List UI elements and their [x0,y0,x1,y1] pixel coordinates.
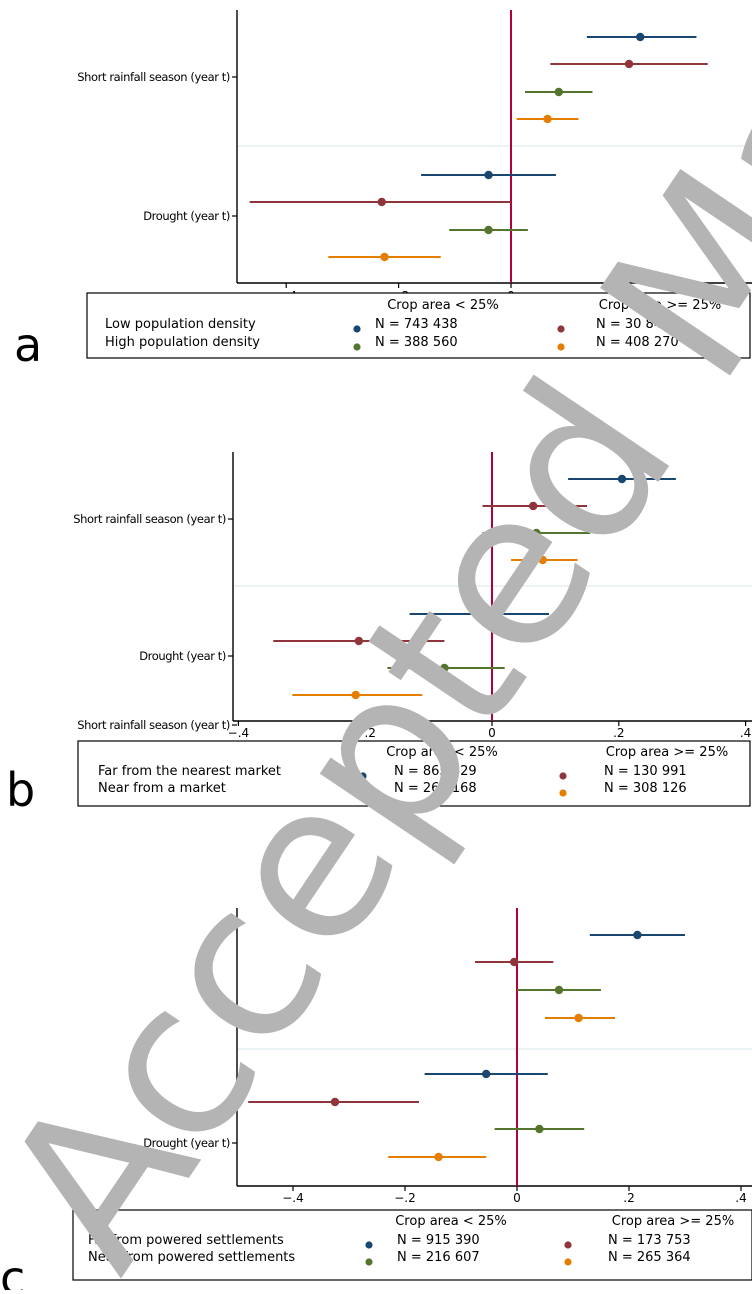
y-category-label: Drought (year t) [143,1136,230,1150]
legend-marker [353,325,361,333]
x-tick-label: −.4 [282,1191,304,1205]
legend-sample-size: N = 130 991 [604,764,687,779]
legend-marker [557,343,565,351]
panel-a: Short rainfall season (year t) Drought (y… [14,10,752,372]
point-estimate [510,957,519,967]
x-tick-label: −.4 [228,726,250,740]
panel-c: Short rainfall season (year t) Drought (y… [0,718,752,1294]
point-estimate [529,501,538,511]
point-estimate [554,87,563,97]
y-category-label: Short rainfall season (year t) [73,512,226,526]
legend: Crop area < 25% Crop area >= 25% Low popul… [86,292,751,359]
legend-marker [557,325,565,333]
legend-sample-size: N = 865 829 [394,764,477,779]
point-estimate [617,474,627,484]
point-estimate [532,528,541,538]
legend-sample-size: N = 216 607 [397,1250,480,1265]
legend-marker [559,789,567,797]
point-estimate [636,32,645,42]
legend-sample-size: N = 915 390 [397,1233,480,1248]
point-estimate [543,114,552,124]
legend-marker [359,789,367,797]
legend-marker [365,1241,373,1249]
legend-column-header: Crop area >= 25% [599,298,721,313]
legend-row-label: Near from powered settlements [88,1250,295,1265]
x-tick-label: .2 [613,726,624,740]
legend-column-header: Crop area < 25% [387,298,499,313]
legend-row-label: Low population density [105,317,256,332]
legend-column-header: Crop area < 25% [395,1214,507,1229]
x-tick-label: .4 [740,726,751,740]
legend-column-header: Crop area < 25% [386,745,498,760]
legend-box [77,740,751,807]
legend-sample-size: N = 266 168 [394,781,477,796]
point-estimate [574,1013,583,1023]
legend-sample-size: N = 408 270 [596,335,679,350]
point-estimate [554,985,564,995]
x-tick-label: 0 [488,726,496,740]
point-estimate [535,1124,544,1134]
point-estimate [377,197,386,207]
panel-label: c [0,1251,25,1290]
y-category-label: Drought (year t) [143,209,230,223]
legend-column-header: Crop area >= 25% [612,1214,734,1229]
legend-sample-size: N = 173 753 [608,1233,691,1248]
point-estimate [624,59,634,69]
legend-row-label: Near from a market [98,781,226,796]
point-estimate [538,555,547,565]
x-tick-label: 0 [513,1191,521,1205]
y-category-label: Drought (year t) [139,649,226,663]
panel-label: b [6,763,35,817]
legend-marker [564,1258,572,1266]
legend-sample-size: N = 743 438 [375,317,458,332]
legend-marker [359,772,367,780]
legend-column-header: Crop area >= 25% [606,745,728,760]
point-estimate [475,609,484,619]
x-tick-label: −.2 [394,1191,416,1205]
point-estimate [484,170,493,180]
point-estimate [482,1069,491,1079]
legend-box [86,292,751,359]
legend-row-label: High population density [105,335,260,350]
point-estimate [330,1097,340,1107]
y-category-label: Short rainfall season (year t) [77,718,230,732]
y-category-label: Short rainfall season (year t) [77,70,230,84]
legend-sample-size: N = 265 364 [608,1250,691,1265]
legend-marker [353,343,361,351]
panel-label: a [14,318,42,372]
legend-row-label: Far from powered settlements [88,1233,284,1248]
x-tick-label: .2 [623,1191,634,1205]
legend-sample-size: N = 388 560 [375,335,458,350]
point-estimate [440,663,449,673]
legend-marker [564,1241,572,1249]
legend: Crop area < 25% Crop area >= 25% Far from … [77,740,751,807]
legend-sample-size: N = 308 126 [604,781,687,796]
panel-b: Short rainfall season (year t) Drought (y… [6,452,752,817]
point-estimate [484,225,493,235]
legend-marker [559,772,567,780]
legend-box [72,1209,752,1281]
legend-marker [365,1258,373,1266]
legend-row-label: Far from the nearest market [98,764,281,779]
legend: Crop area < 25% Crop area >= 25% Far from … [72,1209,752,1281]
point-estimate [633,930,642,940]
x-tick-label: −.2 [354,726,376,740]
point-estimate [351,690,360,700]
legend-sample-size: N = 30 847 [596,317,670,332]
point-estimate [354,636,364,646]
x-tick-label: .4 [735,1191,746,1205]
point-estimate [434,1152,443,1162]
point-estimate [380,252,389,262]
